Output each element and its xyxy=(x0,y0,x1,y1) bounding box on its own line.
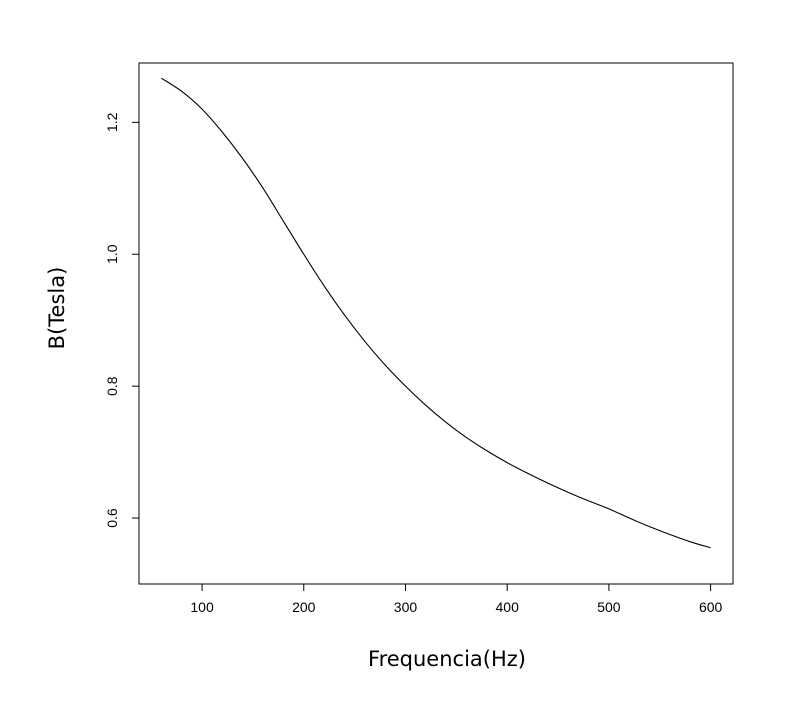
x-tick-label: 600 xyxy=(699,599,723,615)
y-tick-label: 1.2 xyxy=(104,112,120,132)
series-line xyxy=(161,77,711,549)
y-tick-label: 0.8 xyxy=(104,376,120,396)
x-tick-label: 200 xyxy=(292,599,316,615)
x-tick-label: 400 xyxy=(496,599,520,615)
x-tick-label: 500 xyxy=(597,599,621,615)
x-tick-label: 300 xyxy=(394,599,418,615)
x-tick-label: 100 xyxy=(190,599,214,615)
plot-frame xyxy=(138,62,734,585)
x-axis-label: Frequencia(Hz) xyxy=(368,647,526,671)
x-axis: 100 200 300 400 500 600 xyxy=(190,583,723,615)
y-tick-label: 0.6 xyxy=(104,508,120,528)
y-tick-label: 1.0 xyxy=(104,244,120,264)
series-layer xyxy=(161,77,711,549)
y-axis-label: B(Tesla) xyxy=(45,267,69,350)
y-axis: 0.6 0.8 1.0 1.2 xyxy=(104,112,140,528)
